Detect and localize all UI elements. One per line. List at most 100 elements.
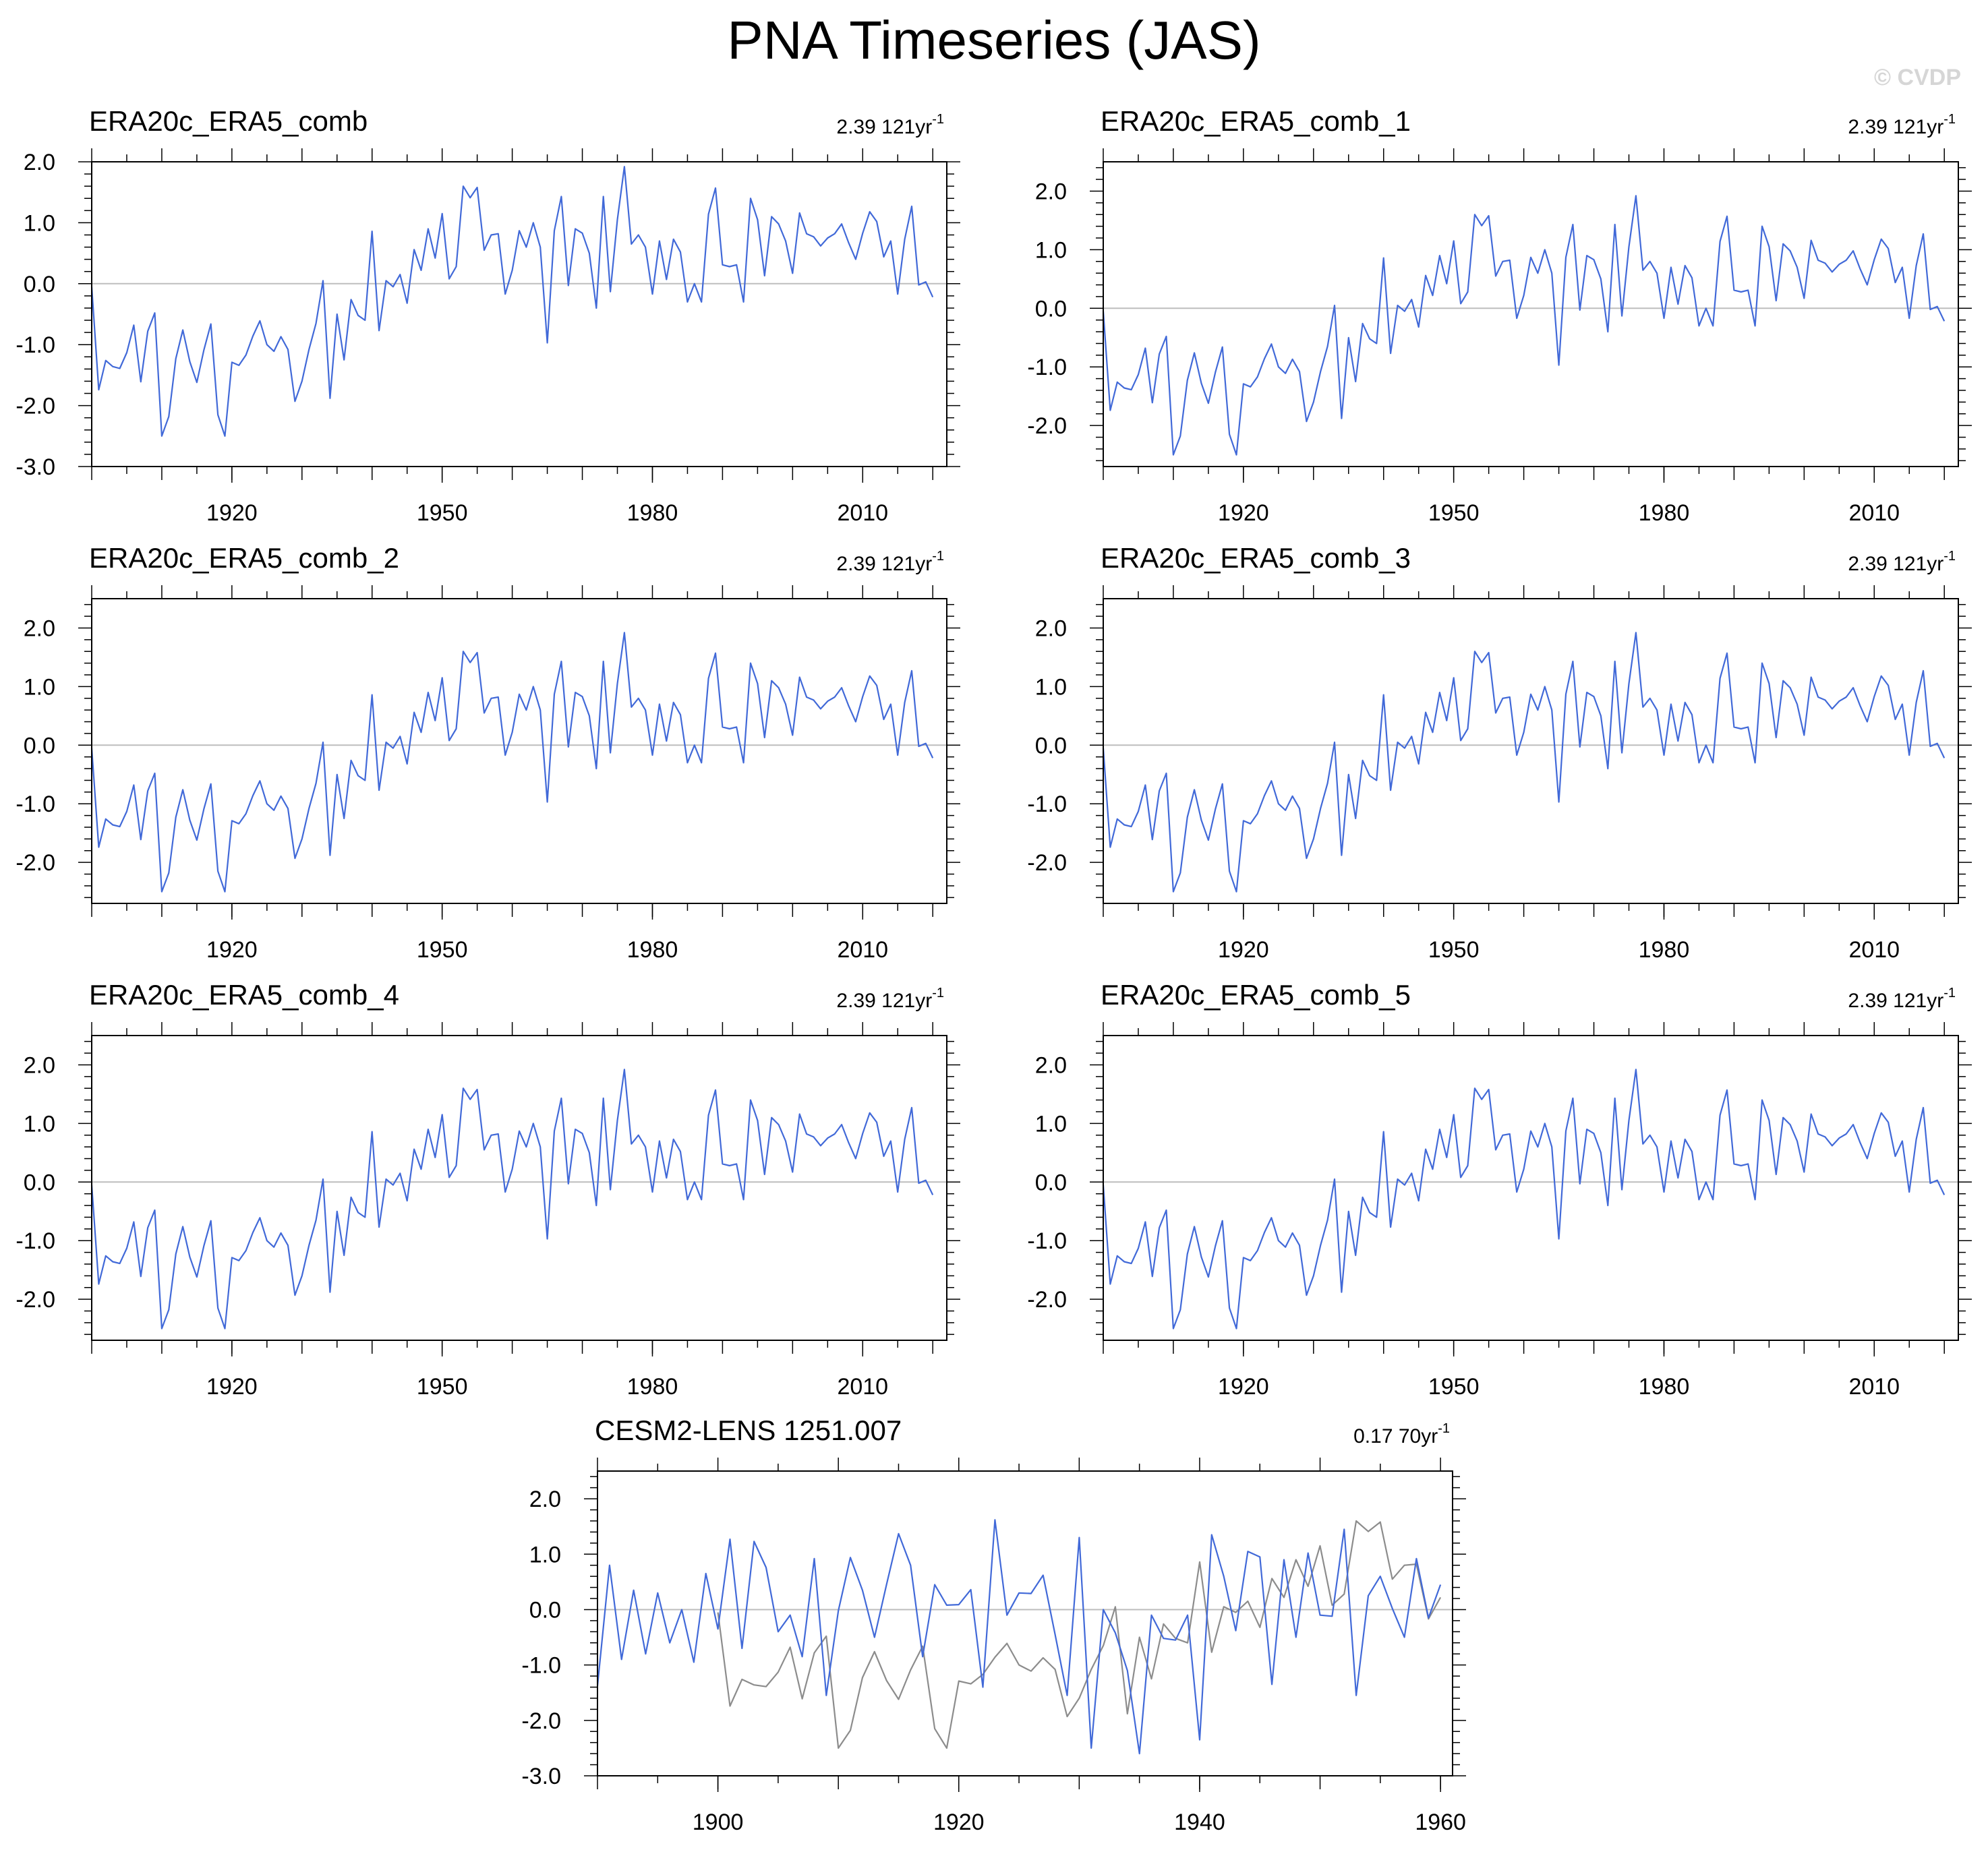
plot-frame	[91, 1035, 947, 1341]
y-tick-label: 1.0	[1035, 674, 1067, 700]
x-tick-label: 1900	[693, 1810, 744, 1835]
y-tick-label: -2.0	[16, 1287, 55, 1313]
panel-title: CESM2-LENS 1251.007	[595, 1414, 902, 1446]
series-line	[1102, 195, 1946, 456]
series-line	[1102, 632, 1946, 893]
x-tick-label: 2010	[837, 500, 888, 526]
panel-trend: 2.39 121yr-1	[1848, 112, 1956, 139]
y-tick-label: 0.0	[24, 733, 55, 758]
x-tick-label: 1980	[1639, 937, 1690, 963]
plot-frame	[1103, 598, 1959, 904]
plot-frame	[91, 598, 947, 904]
y-tick-label: 2.0	[24, 1052, 55, 1078]
y-tick-label: -2.0	[1027, 1287, 1067, 1313]
x-tick-label: 1920	[1218, 1374, 1269, 1400]
trend-exponent: -1	[1943, 549, 1956, 564]
y-tick-label: -1.0	[1027, 1228, 1067, 1254]
figure-title: PNA Timeseries (JAS)	[727, 10, 1261, 70]
plot-frame	[1103, 161, 1959, 467]
panel-0: 2.0 1.0 0.0 -1.0 -2.0 -3.0 1920 1950 1980 2010	[16, 148, 960, 526]
series-line-observations	[717, 1520, 1442, 1749]
panel-trend: 2.39 121yr-1	[836, 549, 944, 576]
x-tick-label: 1920	[1218, 937, 1269, 963]
trend-exponent: -1	[1943, 986, 1956, 1000]
x-tick-label: 1920	[206, 500, 258, 526]
trend-exponent: -1	[932, 112, 944, 127]
series-line	[90, 1069, 934, 1329]
panel-trend: 2.39 121yr-1	[836, 112, 944, 139]
x-tick-label: 1950	[417, 937, 468, 963]
series-line	[90, 166, 934, 437]
trend-text: 2.39 121yr	[836, 553, 933, 575]
panel-title: ERA20c_ERA5_comb_4	[89, 979, 399, 1011]
y-tick-label: -2.0	[16, 850, 55, 876]
x-tick-label: 1940	[1174, 1810, 1225, 1835]
x-tick-label: 1950	[417, 500, 468, 526]
y-tick-label: -2.0	[16, 394, 55, 419]
trend-exponent: -1	[932, 549, 944, 564]
x-tick-label: 1950	[417, 1374, 468, 1400]
panel-2: 2.0 1.0 0.0 -1.0 -2.0 1920 1950 1980 2010	[16, 585, 960, 963]
trend-exponent: -1	[932, 986, 944, 1000]
y-tick-label: 2.0	[1035, 616, 1067, 641]
x-tick-label: 1980	[627, 1374, 678, 1400]
x-tick-label: 1920	[206, 937, 258, 963]
panel-title: ERA20c_ERA5_comb_5	[1101, 979, 1411, 1011]
y-tick-label: 0.0	[24, 272, 55, 297]
x-tick-label: 2010	[1848, 937, 1900, 963]
trend-text: 2.39 121yr	[836, 990, 933, 1012]
trend-text: 2.39 121yr	[836, 116, 933, 138]
x-tick-label: 1980	[627, 937, 678, 963]
plot-frame	[597, 1470, 1453, 1776]
y-tick-label: 1.0	[1035, 237, 1067, 263]
panel-title: ERA20c_ERA5_comb	[89, 105, 368, 137]
x-tick-label: 1980	[1639, 500, 1690, 526]
y-tick-label: 1.0	[24, 1111, 55, 1137]
x-tick-label: 2010	[1848, 1374, 1900, 1400]
y-tick-label: 0.0	[1035, 296, 1067, 322]
panel-3: 2.0 1.0 0.0 -1.0 -2.0 1920 1950 1980 2010	[1027, 585, 1972, 963]
series-line	[1102, 1069, 1946, 1329]
panel-trend: 2.39 121yr-1	[836, 986, 944, 1013]
y-tick-label: -2.0	[1027, 413, 1067, 439]
panel-trend: 2.39 121yr-1	[1848, 549, 1956, 576]
y-tick-label: 2.0	[1035, 1052, 1067, 1078]
panel-title: ERA20c_ERA5_comb_3	[1101, 542, 1411, 574]
y-tick-label: 0.0	[1035, 1170, 1067, 1195]
panel-5: 2.0 1.0 0.0 -1.0 -2.0 1920 1950 1980 2010	[1027, 1022, 1972, 1400]
y-tick-label: 0.0	[24, 1170, 55, 1195]
x-tick-label: 1920	[206, 1374, 258, 1400]
panel-4: 2.0 1.0 0.0 -1.0 -2.0 1920 1950 1980 2010	[16, 1022, 960, 1400]
y-tick-label: 1.0	[24, 210, 55, 236]
y-tick-label: -1.0	[1027, 355, 1067, 380]
y-tick-label: -2.0	[521, 1708, 561, 1734]
panel-trend: 0.17 70yr-1	[1353, 1421, 1450, 1448]
y-tick-label: 2.0	[1035, 179, 1067, 204]
panel-title: ERA20c_ERA5_comb_2	[89, 542, 399, 574]
x-tick-label: 1950	[1428, 937, 1480, 963]
y-tick-label: 0.0	[529, 1597, 561, 1623]
x-tick-label: 1950	[1428, 500, 1480, 526]
watermark: © CVDP	[1874, 65, 1961, 90]
x-tick-label: 2010	[1848, 500, 1900, 526]
series-line	[596, 1519, 1442, 1755]
y-tick-label: 0.0	[1035, 733, 1067, 758]
x-tick-label: 1920	[933, 1810, 985, 1835]
y-tick-label: 1.0	[529, 1542, 561, 1567]
y-tick-label: 2.0	[24, 150, 55, 175]
y-tick-label: -1.0	[521, 1653, 561, 1679]
series-line	[90, 632, 934, 893]
y-tick-label: 1.0	[24, 674, 55, 700]
panel-6: 2.0 1.0 0.0 -1.0 -2.0 -3.0 1900 1920 1940 1960	[521, 1458, 1466, 1835]
panel-1: 2.0 1.0 0.0 -1.0 -2.0 1920 1950 1980 2010	[1027, 148, 1972, 526]
x-tick-label: 2010	[837, 937, 888, 963]
y-tick-label: -1.0	[16, 332, 55, 358]
plot-frame	[91, 161, 947, 467]
x-tick-label: 1980	[1639, 1374, 1690, 1400]
y-tick-label: -3.0	[16, 454, 55, 480]
panel-title: ERA20c_ERA5_comb_1	[1101, 105, 1411, 137]
y-tick-label: 2.0	[24, 616, 55, 641]
trend-exponent: -1	[1943, 112, 1956, 127]
x-tick-label: 1920	[1218, 500, 1269, 526]
